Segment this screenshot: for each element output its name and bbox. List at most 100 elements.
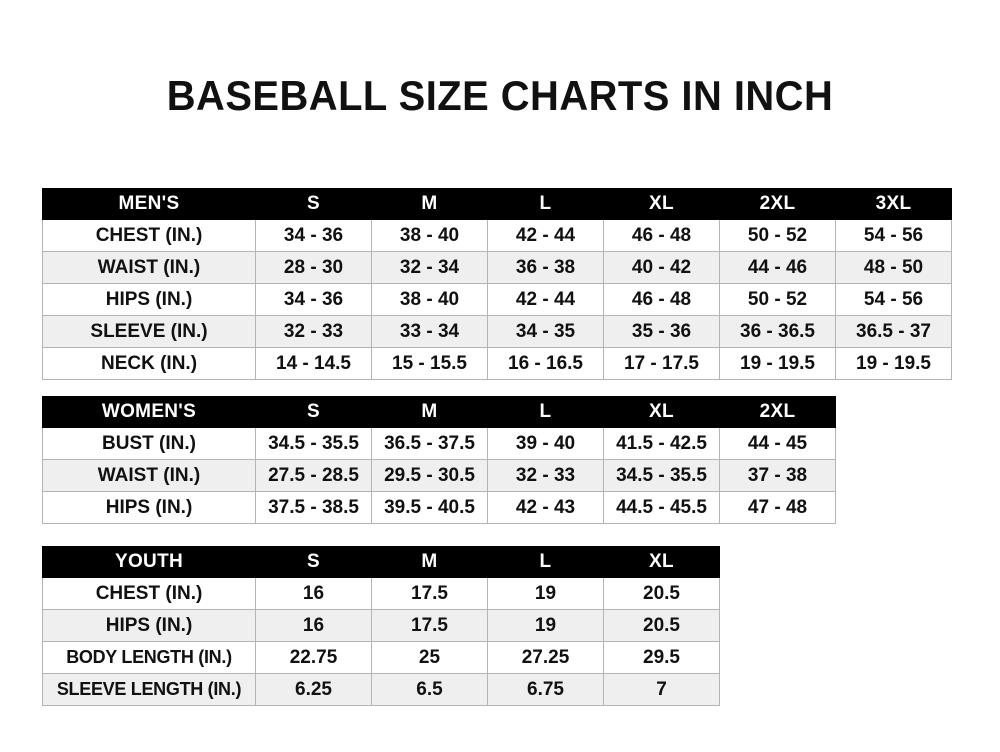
measurement-value: 28 - 30 (255, 251, 372, 284)
table-row: SLEEVE (IN.) 32 - 33 33 - 34 34 - 35 35 - 36… (42, 315, 952, 348)
measurement-value: 46 - 48 (603, 219, 720, 252)
size-column-header: L (487, 188, 604, 220)
measurement-value: 44 - 46 (719, 251, 836, 284)
measurement-value: 33 - 34 (371, 315, 488, 348)
measurement-value: 17.5 (371, 577, 488, 610)
mens-size-table: MEN'S S M L XL 2XL 3XL CHEST (IN.) 34 - 36 38 - 4… (42, 188, 952, 380)
size-column-header: XL (603, 188, 720, 220)
measurement-label: HIPS (IN.) (42, 491, 256, 524)
measurement-label: HIPS (IN.) (42, 283, 256, 316)
measurement-value: 34 - 35 (487, 315, 604, 348)
measurement-value: 27.5 - 28.5 (255, 459, 372, 492)
measurement-value: 20.5 (603, 609, 720, 642)
table-row: WAIST (IN.) 27.5 - 28.5 29.5 - 30.5 32 - 33… (42, 459, 836, 492)
measurement-value: 19 (487, 577, 604, 610)
measurement-value: 36 - 36.5 (719, 315, 836, 348)
table-header-row: MEN'S S M L XL 2XL 3XL (42, 188, 952, 220)
measurement-value: 32 - 33 (255, 315, 372, 348)
measurement-value: 32 - 33 (487, 459, 604, 492)
measurement-value: 7 (603, 673, 720, 706)
measurement-value: 6.5 (371, 673, 488, 706)
size-column-header: S (255, 188, 372, 220)
measurement-label: NECK (IN.) (42, 347, 256, 380)
size-column-header: S (255, 546, 372, 578)
measurement-value: 38 - 40 (371, 219, 488, 252)
measurement-value: 42 - 43 (487, 491, 604, 524)
measurement-value: 47 - 48 (719, 491, 836, 524)
measurement-label: SLEEVE LENGTH (IN.) (42, 673, 256, 706)
measurement-value: 16 (255, 609, 372, 642)
measurement-value: 22.75 (255, 641, 372, 674)
measurement-value: 37.5 - 38.5 (255, 491, 372, 524)
table-row: BODY LENGTH (IN.) 22.75 25 27.25 29.5 (42, 641, 720, 674)
measurement-value: 42 - 44 (487, 219, 604, 252)
measurement-label: HIPS (IN.) (42, 609, 256, 642)
table-row: NECK (IN.) 14 - 14.5 15 - 15.5 16 - 16.5 17 … (42, 347, 952, 380)
size-column-header: M (371, 546, 488, 578)
measurement-value: 34 - 36 (255, 283, 372, 316)
size-column-header: M (371, 188, 488, 220)
table-row: WAIST (IN.) 28 - 30 32 - 34 36 - 38 40 - 42 4… (42, 251, 952, 284)
measurement-label: SLEEVE (IN.) (42, 315, 256, 348)
measurement-value: 39.5 - 40.5 (371, 491, 488, 524)
measurement-value: 34.5 - 35.5 (603, 459, 720, 492)
measurement-label: BUST (IN.) (42, 427, 256, 460)
table-row: CHEST (IN.) 34 - 36 38 - 40 42 - 44 46 - 48 5… (42, 219, 952, 252)
measurement-value: 41.5 - 42.5 (603, 427, 720, 460)
table-row: BUST (IN.) 34.5 - 35.5 36.5 - 37.5 39 - 40 4… (42, 427, 836, 460)
size-column-header: 2XL (719, 396, 836, 428)
table-row: CHEST (IN.) 16 17.5 19 20.5 (42, 577, 720, 610)
measurement-value: 6.75 (487, 673, 604, 706)
measurement-value: 16 - 16.5 (487, 347, 604, 380)
table-header-row: YOUTH S M L XL (42, 546, 720, 578)
measurement-value: 34.5 - 35.5 (255, 427, 372, 460)
measurement-value: 35 - 36 (603, 315, 720, 348)
measurement-value: 50 - 52 (719, 219, 836, 252)
page-title: BASEBALL SIZE CHARTS IN INCH (166, 72, 834, 119)
measurement-value: 40 - 42 (603, 251, 720, 284)
measurement-label: CHEST (IN.) (42, 219, 256, 252)
measurement-value: 46 - 48 (603, 283, 720, 316)
measurement-value: 25 (371, 641, 488, 674)
size-column-header: L (487, 396, 604, 428)
size-column-header: S (255, 396, 372, 428)
measurement-label: CHEST (IN.) (42, 577, 256, 610)
size-column-header: XL (603, 396, 720, 428)
measurement-value: 29.5 (603, 641, 720, 674)
measurement-value: 50 - 52 (719, 283, 836, 316)
measurement-value: 19 - 19.5 (835, 347, 952, 380)
measurement-value: 38 - 40 (371, 283, 488, 316)
measurement-value: 19 - 19.5 (719, 347, 836, 380)
measurement-value: 44.5 - 45.5 (603, 491, 720, 524)
size-column-header: L (487, 546, 604, 578)
measurement-value: 16 (255, 577, 372, 610)
measurement-label: WAIST (IN.) (42, 459, 256, 492)
size-column-header: M (371, 396, 488, 428)
measurement-value: 29.5 - 30.5 (371, 459, 488, 492)
table-row: SLEEVE LENGTH (IN.) 6.25 6.5 6.75 7 (42, 673, 720, 706)
measurement-value: 14 - 14.5 (255, 347, 372, 380)
youth-size-table: YOUTH S M L XL CHEST (IN.) 16 17.5 19 20.5 HIPS (I… (42, 546, 720, 706)
measurement-value: 15 - 15.5 (371, 347, 488, 380)
measurement-value: 36.5 - 37 (835, 315, 952, 348)
measurement-value: 37 - 38 (719, 459, 836, 492)
measurement-value: 17.5 (371, 609, 488, 642)
table-title-cell: YOUTH (42, 546, 256, 578)
table-title-cell: MEN'S (42, 188, 256, 220)
table-title-cell: WOMEN'S (42, 396, 256, 428)
measurement-value: 48 - 50 (835, 251, 952, 284)
table-row: HIPS (IN.) 16 17.5 19 20.5 (42, 609, 720, 642)
measurement-value: 54 - 56 (835, 219, 952, 252)
measurement-value: 27.25 (487, 641, 604, 674)
measurement-value: 36.5 - 37.5 (371, 427, 488, 460)
table-row: HIPS (IN.) 37.5 - 38.5 39.5 - 40.5 42 - 43 4… (42, 491, 836, 524)
table-row: HIPS (IN.) 34 - 36 38 - 40 42 - 44 46 - 48 50… (42, 283, 952, 316)
womens-size-table: WOMEN'S S M L XL 2XL BUST (IN.) 34.5 - 35.5 36.5… (42, 396, 836, 524)
measurement-value: 32 - 34 (371, 251, 488, 284)
table-header-row: WOMEN'S S M L XL 2XL (42, 396, 836, 428)
size-column-header: XL (603, 546, 720, 578)
measurement-value: 44 - 45 (719, 427, 836, 460)
measurement-value: 39 - 40 (487, 427, 604, 460)
measurement-value: 36 - 38 (487, 251, 604, 284)
